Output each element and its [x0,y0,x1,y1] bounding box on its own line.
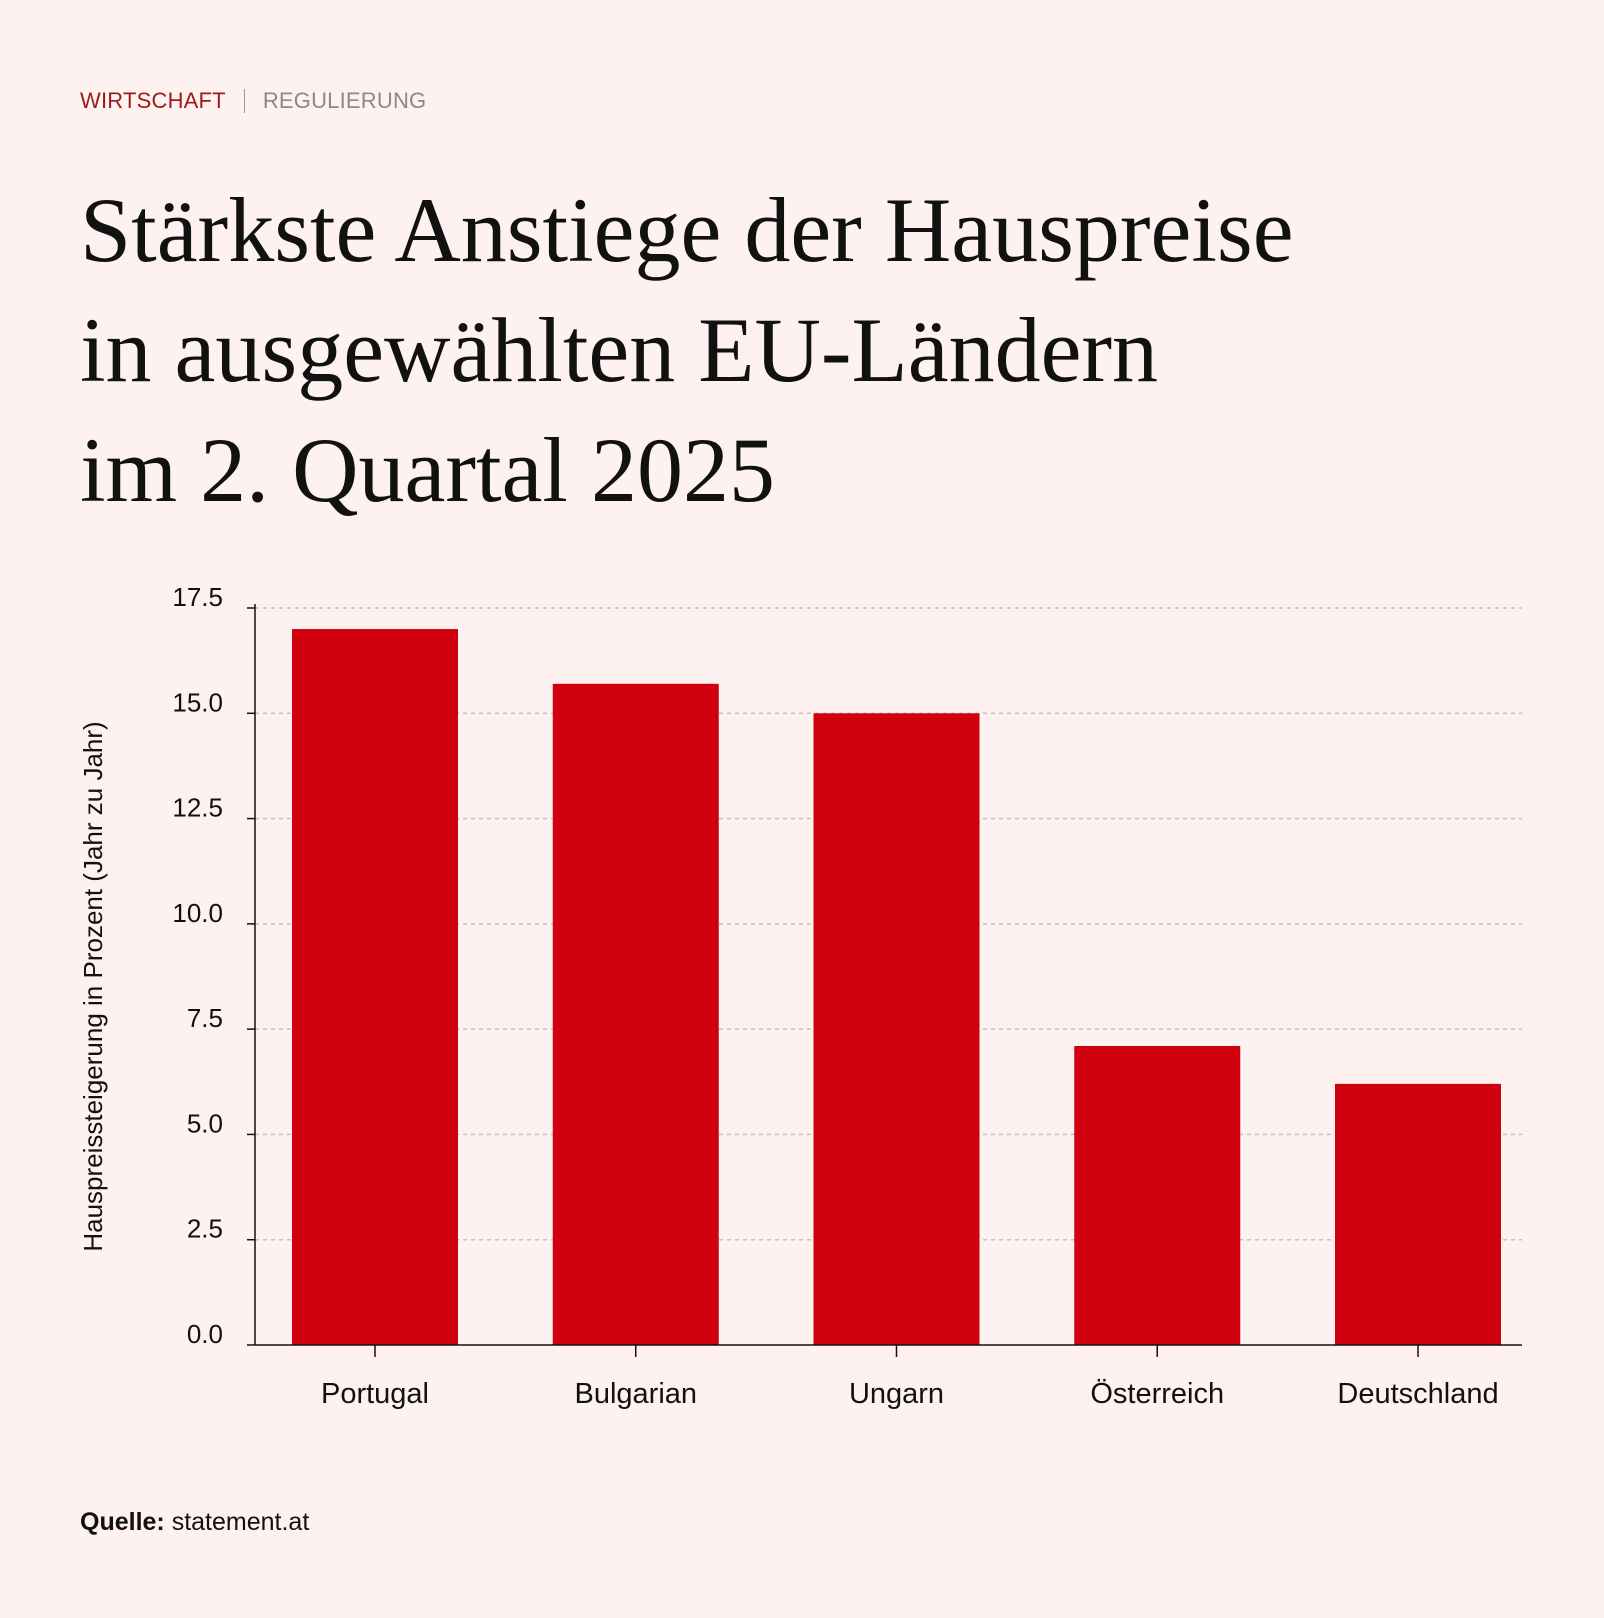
y-tick-label: 7.5 [187,1003,223,1033]
title-line-2: in ausgewählten EU-Ländern [80,299,1159,401]
x-tick-label: Deutschland [1337,1378,1498,1410]
bar-bulgarian [552,683,719,1345]
bar-deutschland [1335,1083,1501,1345]
y-tick-label: 5.0 [187,1108,223,1138]
y-tick-label: 15.0 [172,687,223,717]
kicker-category[interactable]: WIRTSCHAFT [80,88,226,113]
x-tick-label: Österreich [1090,1378,1224,1410]
axes [247,604,1522,1357]
title-line-1: Stärkste Anstiege der Hauspreise [80,179,1294,281]
bar-chart: 0.0 2.5 5.0 7.5 10.0 12.5 15.0 17.5 Portugal Bul… [78,582,1522,1410]
x-tick-label: Portugal [321,1378,429,1410]
bar-österreich [1074,1045,1241,1345]
kicker-divider [243,89,245,113]
y-tick-label: 10.0 [172,898,223,928]
y-tick-label: 17.5 [172,582,223,612]
bar-portugal [292,629,458,1345]
y-tick-label: 0.0 [187,1319,223,1349]
page-title: Stärkste Anstiege der Hauspreise in ausg… [80,170,1520,530]
source-label: Quelle: [80,1508,165,1536]
bars [292,629,1501,1345]
y-tick-labels: 0.0 2.5 5.0 7.5 10.0 12.5 15.0 17.5 [172,582,223,1349]
x-tick-labels: Portugal Bulgarian Ungarn Österreich Deutsch… [321,1378,1499,1410]
y-axis-label: Hauspreissteigerung in Prozent (Jahr zu … [78,721,108,1251]
source-note: Quelle: statement.at [80,1508,309,1537]
title-line-3: im 2. Quartal 2025 [80,419,775,521]
x-tick-label: Bulgarian [574,1378,697,1410]
source-text[interactable]: statement.at [171,1508,310,1536]
y-tick-label: 12.5 [172,793,223,823]
x-tick-label: Ungarn [849,1378,944,1410]
y-tick-label: 2.5 [187,1214,223,1244]
bar-ungarn [813,713,980,1345]
kicker: WIRTSCHAFT REGULIERUNG [80,88,426,114]
kicker-subcategory[interactable]: REGULIERUNG [262,88,427,113]
